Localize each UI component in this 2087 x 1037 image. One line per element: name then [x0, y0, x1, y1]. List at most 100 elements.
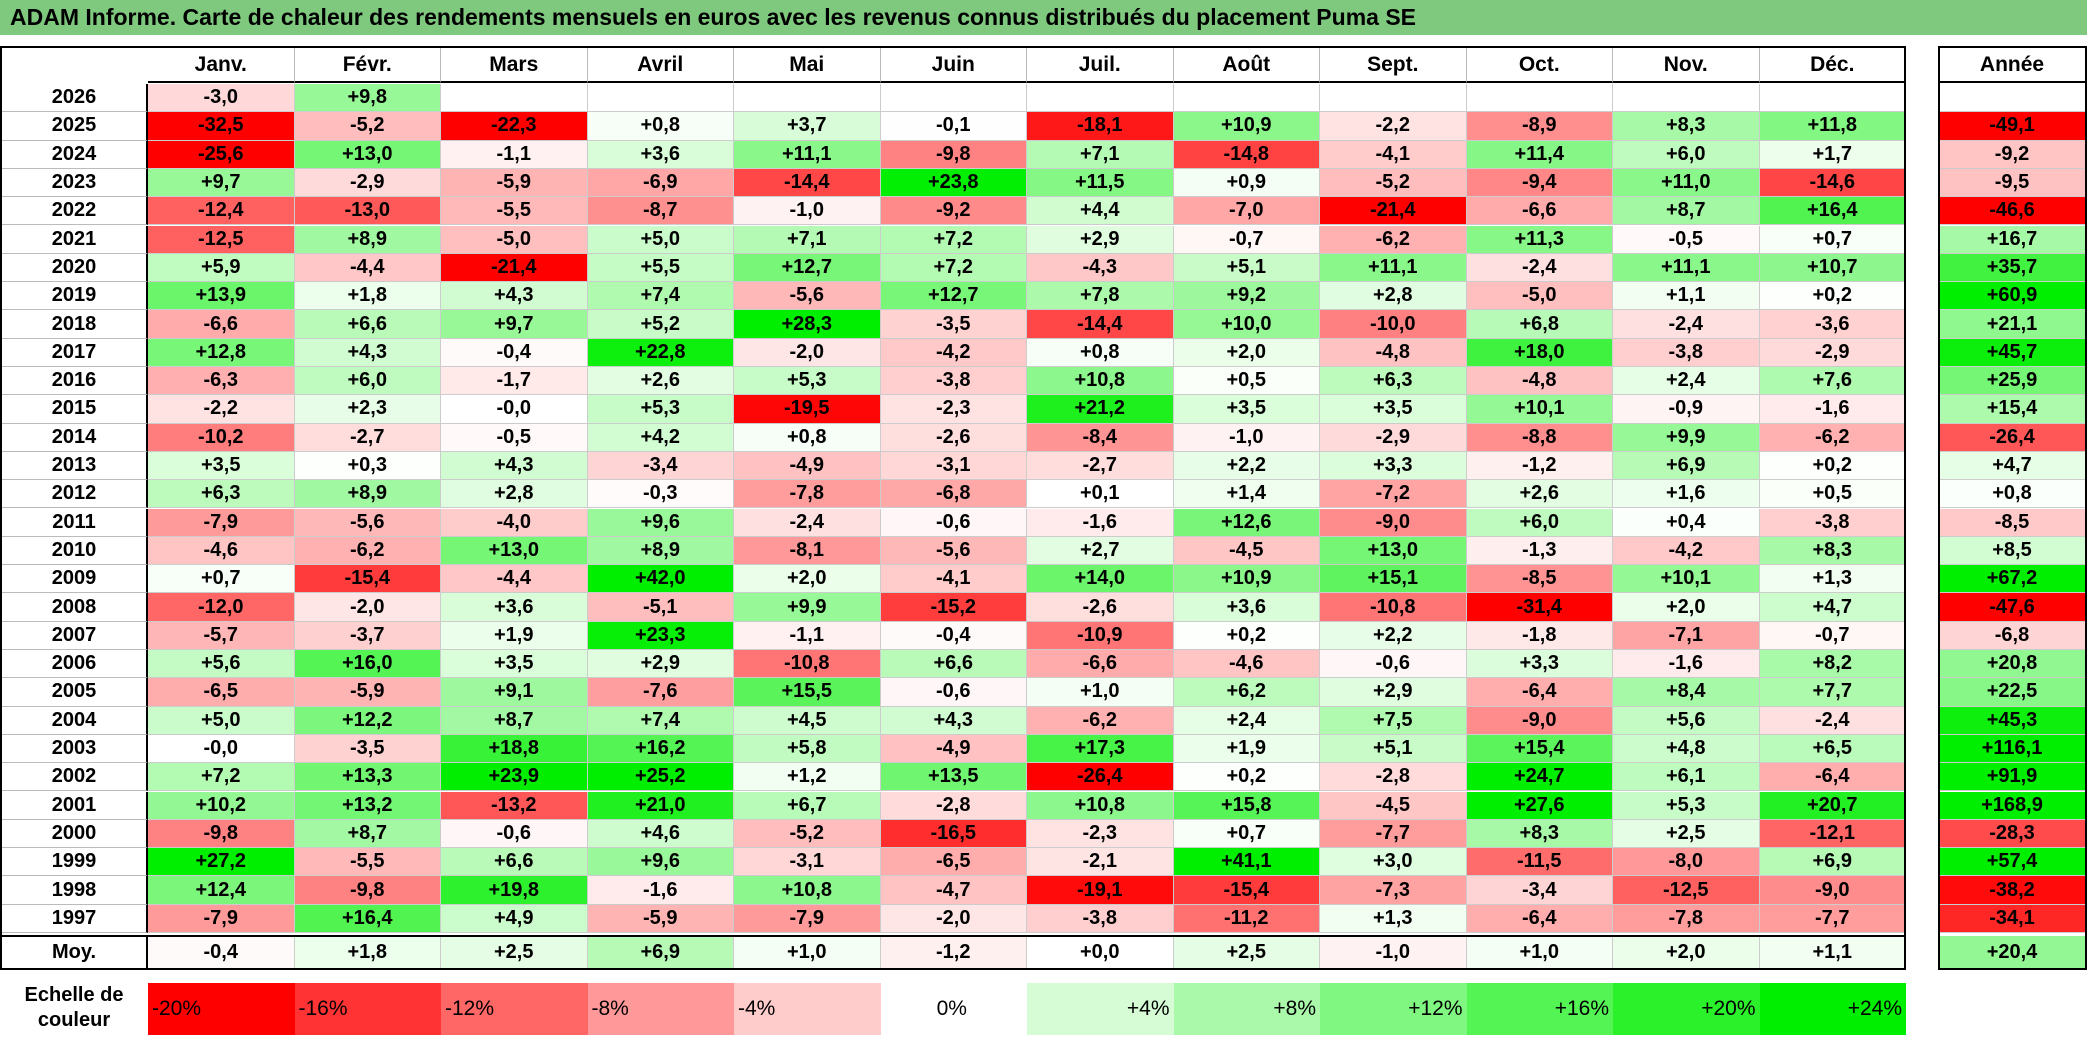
heatmap-cell: +9,9	[734, 593, 881, 622]
heatmap-cell: +3,3	[1466, 650, 1613, 679]
heatmap-cell: +7,4	[587, 706, 734, 735]
heatmap-cell: +5,1	[1320, 734, 1467, 764]
heatmap-cell: +4,3	[294, 338, 441, 367]
heatmap-cell: -4,1	[880, 565, 1027, 594]
heatmap-cell: +4,4	[1027, 197, 1174, 226]
heatmap-cell: +23,8	[880, 168, 1027, 198]
heatmap-cell: -11,5	[1466, 848, 1613, 877]
heatmap-cell: -3,4	[1466, 876, 1613, 905]
row-label-year: 2012	[0, 480, 148, 509]
heatmap-cell: -4,1	[1320, 140, 1467, 169]
heatmap-cell: -1,6	[1613, 650, 1760, 679]
color-scale-stop: -8%	[587, 983, 734, 1035]
annual-cell: +91,9	[1938, 763, 2087, 792]
average-cell: +2,5	[441, 936, 588, 970]
heatmap-cell: +5,3	[1613, 791, 1760, 820]
heatmap-cell: +3,7	[734, 112, 881, 141]
row-label-year: 2022	[0, 197, 148, 226]
heatmap-cell: +11,3	[1466, 225, 1613, 254]
annual-cell: -9,5	[1938, 168, 2087, 198]
heatmap-cell: +10,9	[1173, 565, 1320, 594]
heatmap-cell: -4,3	[1027, 253, 1174, 283]
heatmap-cell: +2,0	[1613, 593, 1760, 622]
heatmap-cell: +2,5	[1613, 819, 1760, 849]
heatmap-cell	[734, 84, 881, 113]
heatmap-cell: +9,6	[587, 508, 734, 537]
heatmap-cell: -1,1	[734, 621, 881, 650]
row-label-year: 2005	[0, 678, 148, 707]
heatmap-cell: +6,1	[1613, 763, 1760, 792]
heatmap-cell: +2,4	[1613, 367, 1760, 396]
heatmap-cell: +2,9	[1027, 225, 1174, 254]
heatmap-cell	[880, 84, 1027, 113]
heatmap-cell: -0,5	[441, 423, 588, 452]
heatmap-cell: +4,3	[880, 706, 1027, 735]
heatmap-cell: +2,4	[1173, 706, 1320, 735]
heatmap-cell: -9,2	[880, 197, 1027, 226]
average-cell: +1,1	[1759, 936, 1906, 970]
heatmap-cell: -6,6	[1466, 197, 1613, 226]
heatmap-cell: -9,0	[1320, 508, 1467, 537]
heatmap-cell: +2,0	[734, 565, 881, 594]
heatmap-cell: -15,4	[1173, 876, 1320, 905]
column-header: Mai	[734, 46, 881, 83]
row-label-year: 2018	[0, 310, 148, 339]
annual-cell: +25,9	[1938, 367, 2087, 396]
heatmap-cell: -8,9	[1466, 112, 1613, 141]
heatmap-cell: -21,4	[1320, 197, 1467, 226]
heatmap-cell: +8,9	[294, 225, 441, 254]
heatmap-cell: -2,7	[1027, 451, 1174, 481]
heatmap-cell: +6,6	[441, 848, 588, 877]
heatmap-cell: +3,6	[1173, 593, 1320, 622]
heatmap-cell	[441, 84, 588, 113]
heatmap-cell: -5,2	[294, 112, 441, 141]
heatmap-cell: +7,8	[1027, 282, 1174, 311]
heatmap-cell: +1,3	[1759, 565, 1906, 594]
heatmap-cell: -4,4	[294, 253, 441, 283]
heatmap-cell: -1,0	[734, 197, 881, 226]
heatmap-cell: +0,7	[1759, 225, 1906, 254]
annual-cell: -47,6	[1938, 593, 2087, 622]
heatmap-cell: +2,9	[1320, 678, 1467, 707]
heatmap-cell: +8,4	[1613, 678, 1760, 707]
annual-cell: +4,7	[1938, 451, 2087, 481]
heatmap-cell: +5,8	[734, 734, 881, 764]
annual-cell: -28,3	[1938, 819, 2087, 849]
heatmap-cell: +7,7	[1759, 678, 1906, 707]
heatmap-cell: -2,0	[880, 904, 1027, 933]
annual-cell: +60,9	[1938, 282, 2087, 311]
heatmap-cell: +12,4	[148, 876, 295, 905]
heatmap-cell: -3,8	[880, 367, 1027, 396]
heatmap-cell: +10,7	[1759, 253, 1906, 283]
heatmap-cell: -25,6	[148, 140, 295, 169]
row-label-year: 2015	[0, 395, 148, 424]
annual-cell: +21,1	[1938, 310, 2087, 339]
heatmap-cell: -1,3	[1466, 536, 1613, 566]
heatmap-cell: -1,6	[1759, 395, 1906, 424]
heatmap-cell: +2,6	[587, 367, 734, 396]
annual-cell: +116,1	[1938, 734, 2087, 764]
heatmap-cell: -9,8	[148, 819, 295, 849]
row-label-year: 2014	[0, 423, 148, 452]
heatmap-cell: -7,0	[1173, 197, 1320, 226]
heatmap-cell: -9,8	[294, 876, 441, 905]
heatmap-cell: +13,3	[294, 763, 441, 792]
column-header: Oct.	[1466, 46, 1613, 83]
heatmap-cell: -2,6	[1027, 593, 1174, 622]
heatmap-cell: +8,2	[1759, 650, 1906, 679]
heatmap-cell: -4,9	[880, 734, 1027, 764]
heatmap-cell: -1,7	[441, 367, 588, 396]
heatmap-cell: +22,8	[587, 338, 734, 367]
heatmap-cell: -3,8	[1759, 508, 1906, 537]
heatmap-cell: +0,7	[1173, 819, 1320, 849]
heatmap-cell: -26,4	[1027, 763, 1174, 792]
heatmap-cell: +0,5	[1173, 367, 1320, 396]
row-label-year: 2017	[0, 338, 148, 367]
heatmap-cell: -5,9	[294, 678, 441, 707]
heatmap-cell: +8,7	[441, 706, 588, 735]
heatmap-cell: -4,8	[1466, 367, 1613, 396]
heatmap-cell: -4,2	[880, 338, 1027, 367]
heatmap-cell: +11,4	[1466, 140, 1613, 169]
heatmap-cell: +12,6	[1173, 508, 1320, 537]
column-header: Déc.	[1759, 46, 1906, 83]
